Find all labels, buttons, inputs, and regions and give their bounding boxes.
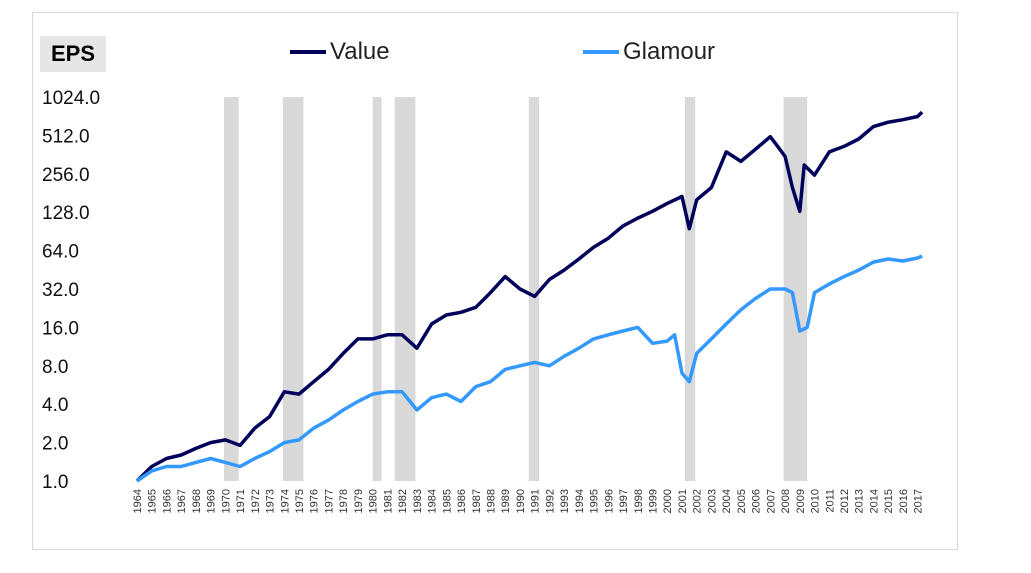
y-tick-label: 64.0 [42, 242, 79, 263]
y-tick-label: 2.0 [42, 434, 68, 455]
series-line-value [135, 110, 924, 483]
x-tick-label: 2002 [692, 489, 704, 513]
x-tick-label: 1991 [530, 489, 542, 513]
x-axis: 1964 1965 1966 1967 1968 1969 1970 1971 1972 1973… [132, 489, 925, 513]
x-tick-label: 1970 [220, 489, 232, 513]
y-tick-label: 512.0 [42, 126, 90, 147]
x-tick-label: 2006 [751, 489, 763, 513]
x-tick-label: 1979 [353, 489, 365, 513]
y-tick-label: 32.0 [42, 280, 79, 301]
x-tick-label: 2010 [810, 489, 822, 513]
x-tick-label: 1990 [515, 489, 527, 513]
x-tick-label: 1980 [368, 489, 380, 513]
x-tick-label: 1982 [397, 489, 409, 513]
x-tick-label: 1965 [147, 489, 159, 513]
x-tick-label: 1999 [648, 489, 660, 513]
x-tick-label: 1985 [441, 489, 453, 513]
legend-swatch-glamour [583, 50, 619, 54]
recession-band-2 [372, 97, 382, 481]
x-tick-label: 1981 [382, 489, 394, 513]
x-tick-label: 1964 [132, 489, 144, 513]
y-tick-label: 4.0 [42, 395, 68, 416]
x-tick-label: 1973 [265, 489, 277, 513]
legend-item-value: Value [290, 34, 390, 70]
x-tick-label: 2008 [780, 489, 792, 513]
x-tick-label: 1994 [574, 489, 586, 513]
recession-band-4 [528, 97, 540, 481]
x-tick-label: 2005 [736, 489, 748, 513]
x-tick-label: 1992 [544, 489, 556, 513]
x-tick-label: 1978 [338, 489, 350, 513]
legend-label-value: Value [330, 38, 390, 65]
legend-swatch-value [290, 50, 326, 54]
chart-title: EPS [40, 36, 106, 72]
recession-band-3 [394, 97, 416, 481]
recession-bands [223, 97, 808, 481]
series-line-glamour [136, 254, 923, 483]
x-tick-label: 2014 [868, 489, 880, 513]
x-tick-label: 2012 [839, 489, 851, 513]
recession-band-1 [282, 97, 304, 481]
x-tick-label: 1974 [279, 489, 291, 513]
x-tick-label: 1983 [412, 489, 424, 513]
x-tick-label: 2003 [706, 489, 718, 513]
x-tick-label: 1996 [603, 489, 615, 513]
x-tick-label: 1986 [456, 489, 468, 513]
x-tick-label: 1988 [485, 489, 497, 513]
series-lines [135, 110, 924, 483]
x-tick-label: 1987 [471, 489, 483, 513]
x-tick-label: 1971 [235, 489, 247, 513]
y-tick-label: 128.0 [42, 203, 90, 224]
x-tick-label: 2007 [765, 489, 777, 513]
x-tick-label: 2001 [677, 489, 689, 513]
recession-band-5 [684, 97, 696, 481]
x-tick-label: 2013 [854, 489, 866, 513]
x-tick-label: 1975 [294, 489, 306, 513]
x-tick-label: 2011 [824, 489, 836, 513]
y-tick-label: 8.0 [42, 357, 68, 378]
x-tick-label: 1966 [161, 489, 173, 513]
x-tick-label: 1972 [250, 489, 262, 513]
y-tick-label: 1024.0 [42, 88, 100, 109]
x-tick-label: 2000 [662, 489, 674, 513]
x-tick-label: 1969 [206, 489, 218, 513]
x-tick-label: 1993 [559, 489, 571, 513]
legend-label-glamour: Glamour [623, 38, 716, 65]
x-tick-label: 2004 [721, 489, 733, 513]
recession-band-0 [223, 97, 239, 481]
x-tick-label: 1995 [589, 489, 601, 513]
x-tick-label: 1984 [427, 489, 439, 513]
x-tick-label: 1997 [618, 489, 630, 513]
y-axis: 1.0 2.0 4.0 8.0 16.0 32.0 64.0 128.0 256.0 512.0 1… [42, 88, 100, 493]
x-tick-label: 1998 [633, 489, 645, 513]
x-tick-label: 2009 [795, 489, 807, 513]
x-tick-label: 1968 [191, 489, 203, 513]
x-tick-label: 1967 [176, 489, 188, 513]
x-tick-label: 2015 [883, 489, 895, 513]
x-tick-label: 1976 [309, 489, 321, 513]
y-tick-label: 256.0 [42, 165, 90, 186]
y-tick-label: 1.0 [42, 472, 68, 493]
x-tick-label: 1977 [323, 489, 335, 513]
x-tick-label: 2017 [913, 489, 925, 513]
y-tick-label: 16.0 [42, 318, 79, 339]
x-tick-label: 1989 [500, 489, 512, 513]
x-tick-label: 2016 [898, 489, 910, 513]
legend-item-glamour: Glamour [583, 34, 715, 70]
